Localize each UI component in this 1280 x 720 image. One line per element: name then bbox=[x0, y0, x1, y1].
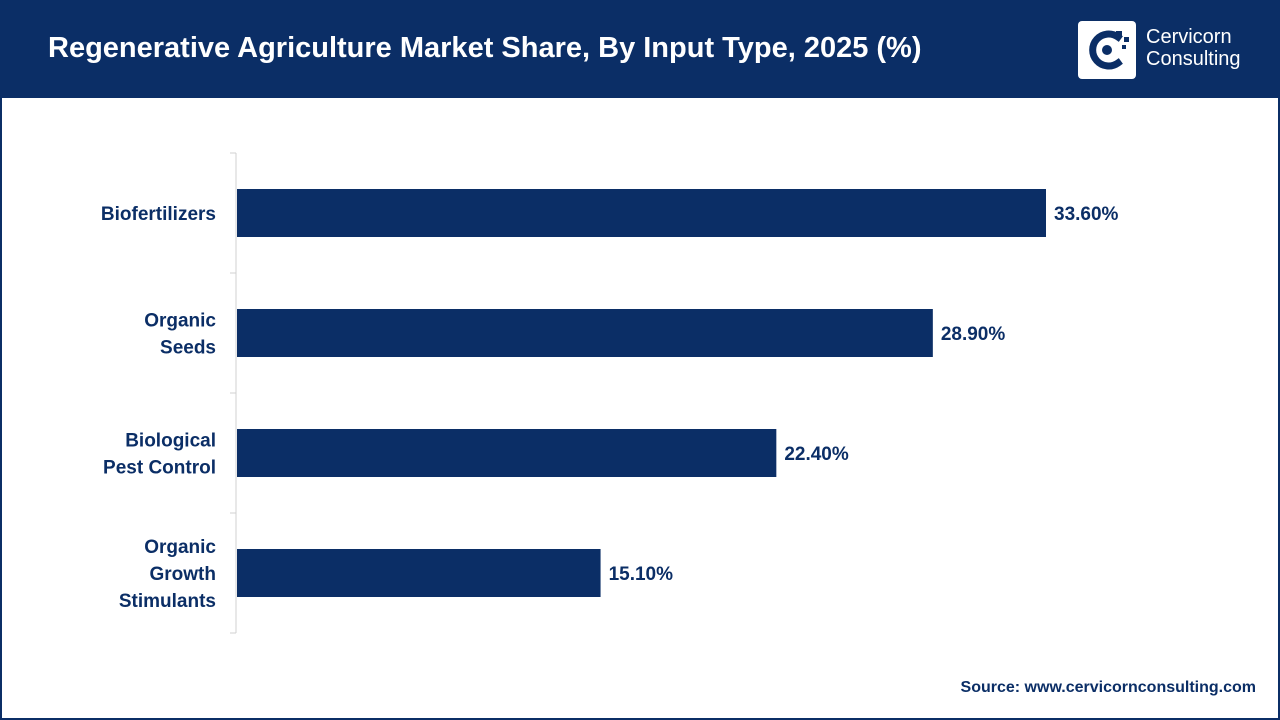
logo-text: Cervicorn Consulting bbox=[1146, 26, 1241, 70]
bar-0 bbox=[237, 189, 1046, 237]
logo-icon bbox=[1078, 21, 1136, 79]
bar-2 bbox=[237, 429, 777, 477]
data-label-2: 22.40% bbox=[784, 444, 849, 465]
company-logo: Cervicorn Consulting bbox=[1078, 21, 1258, 81]
category-label-line: Pest Control bbox=[103, 458, 216, 479]
category-label-line: Biological bbox=[125, 431, 216, 452]
bar-chart: 33.60% Biofertilizers 28.90% Organic Seeds 22… bbox=[101, 152, 1119, 634]
category-label-1: Organic Seeds bbox=[144, 311, 216, 359]
data-label-1: 28.90% bbox=[941, 324, 1006, 345]
bar-3 bbox=[237, 549, 601, 597]
data-label-0: 33.60% bbox=[1054, 204, 1119, 225]
category-label-line: Growth bbox=[150, 564, 217, 585]
category-label-line: Seeds bbox=[160, 338, 216, 359]
category-label-0: Biofertilizers bbox=[101, 204, 216, 225]
header-banner: Regenerative Agriculture Market Share, B… bbox=[2, 2, 1278, 98]
logo-line-2: Consulting bbox=[1146, 48, 1241, 70]
chart-title: Regenerative Agriculture Market Share, B… bbox=[48, 32, 922, 64]
category-label-line: Stimulants bbox=[119, 591, 216, 612]
data-label-3: 15.10% bbox=[609, 564, 674, 585]
category-label-3: Organic Growth Stimulants bbox=[119, 537, 217, 612]
bar-1 bbox=[237, 309, 933, 357]
source-note: Source: www.cervicornconsulting.com bbox=[960, 679, 1256, 696]
category-label-line: Biofertilizers bbox=[101, 204, 216, 225]
category-label-line: Organic bbox=[144, 311, 216, 332]
category-label-2: Biological Pest Control bbox=[103, 431, 216, 479]
logo-line-1: Cervicorn bbox=[1146, 26, 1232, 48]
category-label-line: Organic bbox=[144, 537, 216, 558]
